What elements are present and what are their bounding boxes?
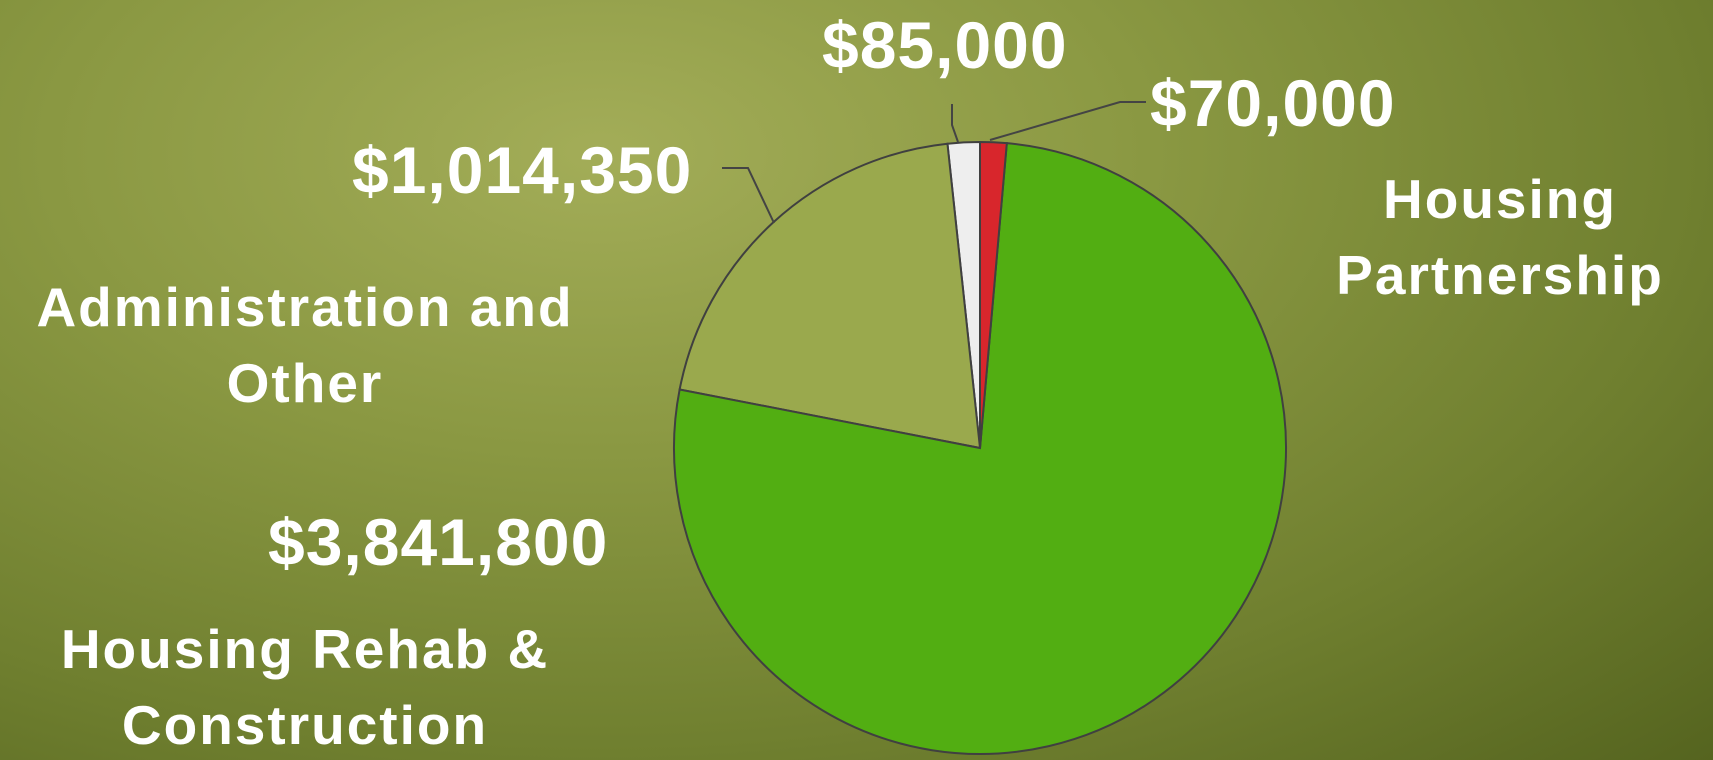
slide: $70,000 Housing Partnership $3,841,800 Hous… — [0, 0, 1713, 760]
data-label: $85,000 — [822, 0, 1068, 91]
category-label: Administration and Other — [0, 270, 610, 422]
category-label: Housing Partnership — [1290, 162, 1710, 314]
data-label: $1,014,350 — [352, 125, 692, 216]
leader-line — [722, 168, 774, 223]
category-label: Housing Rehab & Construction — [10, 612, 600, 760]
data-label: $70,000 — [1150, 58, 1396, 149]
leader-line — [990, 102, 1146, 140]
leader-line — [952, 104, 958, 142]
data-label: $3,841,800 — [268, 497, 608, 588]
